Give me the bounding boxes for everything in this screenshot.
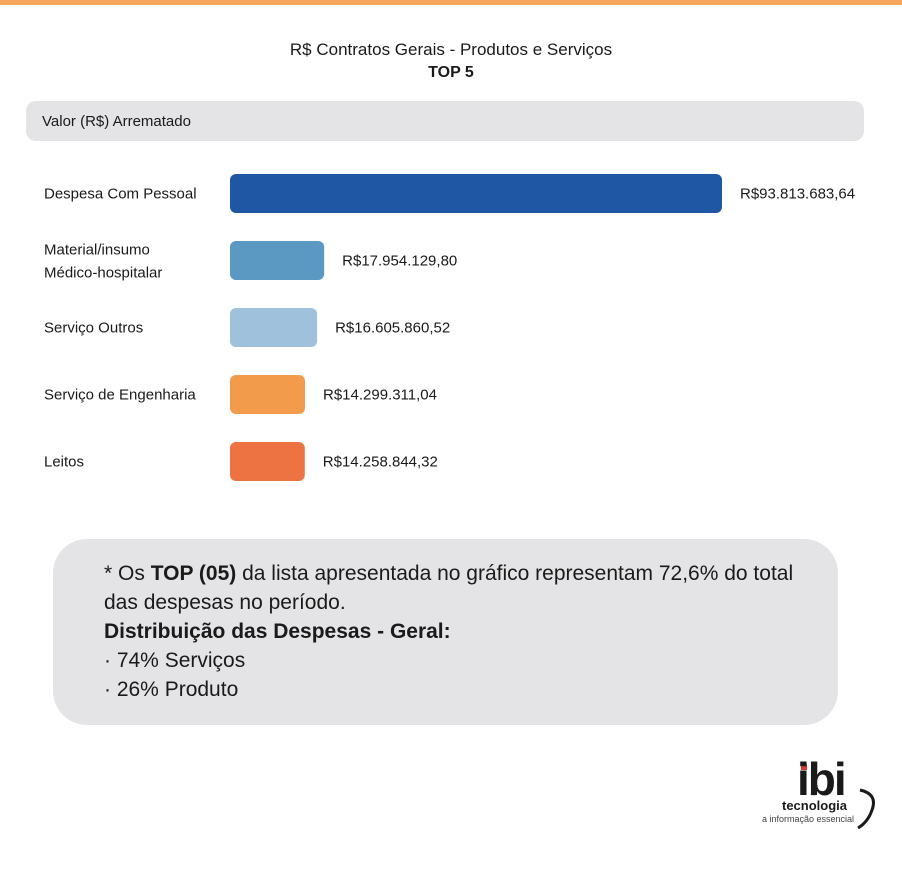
value-label-2: R$16.605.860,52 [335,320,450,337]
logo-sub: tecnologia [782,798,848,813]
category-label-1: Material/insumo Médico-hospitalar [44,242,162,282]
legend: Valor (R$) Arrematado [26,101,864,141]
note-item-services: · 74% Serviços [104,649,246,672]
note-heading: Distribuição das Despesas - Geral: [104,620,451,643]
note-item-products: · 26% Produto [104,678,239,701]
logo-mark-icon [801,764,875,830]
bar-0 [230,174,722,213]
note-prefix: * Os [104,562,151,585]
category-label-4: Leitos [44,454,84,471]
company-logo: ibi tecnologia a informação essencial [760,753,880,832]
bar-chart: Despesa Com Pessoal R$93.813.683,64 Materi… [44,174,855,481]
note-rest: da lista apresentada no gráfico represen… [104,562,794,614]
note-text: * Os TOP (05) da lista apresentada no gr… [104,559,824,704]
bar-3 [230,375,305,414]
category-label-0: Despesa Com Pessoal [44,186,197,203]
legend-label: Valor (R$) Arrematado [42,113,191,130]
logo-name: ibi [797,753,847,805]
note-box: * Os TOP (05) da lista apresentada no gr… [53,539,838,725]
value-label-3: R$14.299.311,04 [323,387,437,404]
value-label-1: R$17.954.129,80 [342,253,457,270]
top-accent-bar [0,0,902,5]
category-label-3: Serviço de Engenharia [44,387,196,404]
note-bold-top: TOP (05) [150,562,237,585]
bar-4 [230,442,305,481]
bar-1 [230,241,325,280]
value-label-4: R$14.258.844,32 [323,454,438,471]
category-label-2: Serviço Outros [44,320,143,337]
bar-2 [230,308,318,347]
value-label-0: R$93.813.683,64 [740,186,855,203]
chart-title: R$ Contratos Gerais - Produtos e Serviço… [289,40,613,59]
chart-subtitle: TOP 5 [428,64,474,81]
logo-tagline: a informação essencial [762,814,855,824]
